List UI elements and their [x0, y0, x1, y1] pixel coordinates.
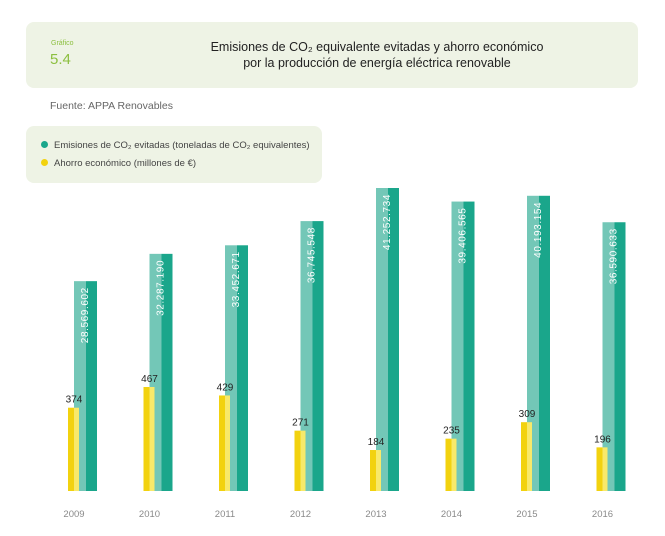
x-tick-label: 2014 [441, 509, 462, 520]
x-tick-label: 2016 [592, 509, 613, 520]
emissions-value-label: 28.569.602 [80, 287, 91, 343]
emissions-bar-shade [539, 195, 550, 491]
legend-label-emissions: Emisiones de CO₂ evitadas (toneladas de … [54, 140, 310, 151]
x-tick-label: 2011 [215, 509, 235, 520]
figure-header: Gráfico 5.4 Emisiones de CO₂ equivalente… [26, 22, 638, 88]
emissions-value-label: 40.193.154 [533, 202, 544, 258]
x-tick-label: 2013 [365, 509, 386, 520]
figure-number: 5.4 [50, 51, 71, 68]
savings-value-label: 309 [519, 409, 536, 420]
emissions-bar [451, 201, 464, 491]
savings-bar [219, 395, 225, 491]
savings-value-label: 374 [66, 395, 83, 406]
savings-bar [521, 422, 527, 491]
savings-bar [68, 407, 74, 491]
x-tick-label: 2009 [63, 509, 84, 520]
savings-value-label: 271 [292, 418, 309, 429]
emissions-bar-shade [463, 201, 475, 491]
legend-item-savings: Ahorro económico (millones de €) [41, 158, 196, 169]
savings-value-label: 467 [141, 374, 158, 385]
legend-swatch-emissions [41, 141, 48, 148]
legend-swatch-savings [41, 159, 48, 166]
emissions-value-label: 36.745.548 [307, 227, 318, 283]
emissions-value-label: 32.287.190 [156, 260, 167, 316]
savings-bar-shade [74, 407, 79, 491]
chart-title: Emisiones de CO₂ equivalente evitadas y … [136, 39, 618, 71]
savings-bar-shade [376, 450, 381, 491]
savings-bar-shade [451, 438, 457, 491]
savings-bar-shade [149, 387, 155, 491]
emissions-bar-shade [614, 222, 626, 491]
x-tick-label: 2015 [516, 509, 537, 520]
savings-bar [596, 447, 603, 491]
legend-label-savings: Ahorro económico (millones de €) [54, 158, 197, 169]
figure-kicker: Gráfico [51, 40, 74, 47]
legend-item-emissions: Emisiones de CO₂ evitadas (toneladas de … [41, 140, 310, 151]
source-note: Fuente: APPA Renovables [50, 100, 173, 112]
savings-bar-shade [225, 395, 230, 491]
emissions-bar [300, 221, 313, 491]
chart-title-line2: por la producción de energía eléctrica r… [243, 56, 511, 70]
emissions-value-label: 39.406.565 [458, 208, 469, 264]
emissions-value-label: 33.452.671 [231, 251, 242, 307]
legend: Emisiones de CO₂ evitadas (toneladas de … [26, 126, 322, 183]
savings-bar [445, 438, 452, 491]
savings-value-label: 235 [443, 426, 460, 437]
emissions-bar-shade [161, 253, 173, 491]
x-tick-label: 2010 [139, 509, 160, 520]
emissions-bar-shade [312, 221, 324, 491]
savings-bar [370, 450, 376, 491]
savings-bar [294, 430, 301, 491]
emissions-bar [527, 195, 539, 491]
savings-bar-shade [602, 447, 608, 491]
savings-value-label: 196 [594, 434, 611, 445]
savings-bar [143, 387, 150, 491]
emissions-bar [602, 222, 615, 491]
savings-bar-shade [527, 422, 532, 491]
emissions-bar-shade [86, 281, 97, 491]
emissions-value-label: 36.590.633 [609, 228, 620, 284]
savings-bar-shade [300, 430, 306, 491]
emissions-value-label: 41.252.734 [382, 194, 393, 250]
emissions-bar-shade [237, 245, 248, 491]
savings-value-label: 429 [217, 382, 234, 393]
x-tick-label: 2012 [290, 509, 311, 520]
emissions-bar-shade [388, 188, 399, 491]
chart-title-line1: Emisiones de CO₂ equivalente evitadas y … [210, 40, 544, 54]
emissions-bar [376, 188, 388, 491]
savings-value-label: 184 [368, 437, 385, 448]
